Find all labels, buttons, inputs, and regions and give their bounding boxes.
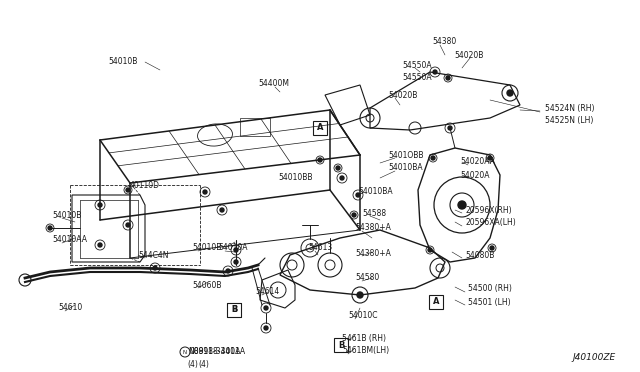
Text: 54010BB: 54010BB (278, 173, 312, 183)
Text: 54550A: 54550A (402, 61, 431, 70)
Text: 54524N (RH): 54524N (RH) (545, 103, 595, 112)
Circle shape (126, 223, 130, 227)
Circle shape (431, 156, 435, 160)
Text: 54010B: 54010B (192, 244, 221, 253)
Text: 54613: 54613 (308, 244, 332, 253)
Circle shape (458, 201, 466, 209)
Text: B: B (338, 340, 344, 350)
Text: 54020A: 54020A (460, 170, 490, 180)
Text: 544C4N: 544C4N (138, 250, 168, 260)
Bar (429, 295, 443, 309)
Circle shape (507, 90, 513, 96)
Text: 54525N (LH): 54525N (LH) (545, 115, 593, 125)
Circle shape (126, 188, 130, 192)
Text: 40110D: 40110D (130, 180, 160, 189)
Circle shape (153, 266, 157, 270)
Text: 54010B: 54010B (52, 211, 81, 219)
Text: 5461B (RH): 5461B (RH) (342, 334, 386, 343)
Text: 54580: 54580 (355, 273, 380, 282)
Text: 54080B: 54080B (465, 250, 494, 260)
Text: 54020AA: 54020AA (460, 157, 495, 167)
Text: A: A (433, 298, 439, 307)
Text: A: A (317, 124, 323, 132)
Circle shape (428, 248, 432, 252)
Circle shape (203, 190, 207, 194)
Circle shape (357, 292, 363, 298)
Text: 54500 (RH): 54500 (RH) (468, 285, 512, 294)
Text: 5461BM(LH): 5461BM(LH) (342, 346, 389, 355)
Text: N08918-3401A: N08918-3401A (188, 347, 245, 356)
Text: 54010A: 54010A (218, 244, 248, 253)
Text: B: B (231, 305, 237, 314)
Circle shape (318, 158, 322, 162)
Text: J40100ZE: J40100ZE (572, 353, 615, 362)
Text: 54380+A: 54380+A (355, 224, 391, 232)
Circle shape (48, 226, 52, 230)
Circle shape (264, 306, 268, 310)
Circle shape (98, 243, 102, 247)
Text: 08918-3401A: 08918-3401A (190, 347, 241, 356)
Text: 54380: 54380 (432, 38, 456, 46)
Circle shape (234, 248, 238, 252)
Text: 54010BA: 54010BA (358, 187, 392, 196)
Circle shape (356, 193, 360, 197)
Circle shape (352, 213, 356, 217)
Text: 54610: 54610 (58, 304, 83, 312)
Bar (334, 338, 348, 352)
Bar (227, 303, 241, 317)
Text: 54010AA: 54010AA (52, 235, 87, 244)
Bar (240, 118, 270, 136)
Circle shape (488, 156, 492, 160)
Text: 54400M: 54400M (258, 80, 289, 89)
Circle shape (340, 176, 344, 180)
Text: 54550A: 54550A (402, 74, 431, 83)
Circle shape (226, 269, 230, 273)
Text: 20596XA(LH): 20596XA(LH) (465, 218, 516, 228)
Text: (4): (4) (187, 359, 198, 369)
Bar (313, 121, 327, 135)
Text: 54060B: 54060B (192, 280, 221, 289)
Text: 20596X(RH): 20596X(RH) (465, 205, 511, 215)
Circle shape (448, 126, 452, 130)
Circle shape (446, 76, 450, 80)
Circle shape (433, 70, 437, 74)
Text: 54010C: 54010C (348, 311, 378, 321)
Text: N: N (183, 350, 187, 355)
Text: 54614: 54614 (255, 288, 279, 296)
Circle shape (234, 260, 238, 264)
Text: 54010B: 54010B (108, 58, 138, 67)
Text: 54010BA: 54010BA (388, 164, 422, 173)
Text: 54380+A: 54380+A (355, 248, 391, 257)
Circle shape (264, 326, 268, 330)
Circle shape (220, 208, 224, 212)
Text: B: B (231, 305, 237, 314)
Circle shape (336, 166, 340, 170)
Text: 54020B: 54020B (454, 51, 483, 60)
Text: (4): (4) (198, 360, 209, 369)
Circle shape (490, 246, 494, 250)
Text: 54501 (LH): 54501 (LH) (468, 298, 511, 307)
Text: 54020B: 54020B (388, 90, 417, 99)
Text: 5401OBB: 5401OBB (388, 151, 424, 160)
Text: 54588: 54588 (362, 208, 386, 218)
Circle shape (98, 203, 102, 207)
Bar (227, 303, 241, 317)
